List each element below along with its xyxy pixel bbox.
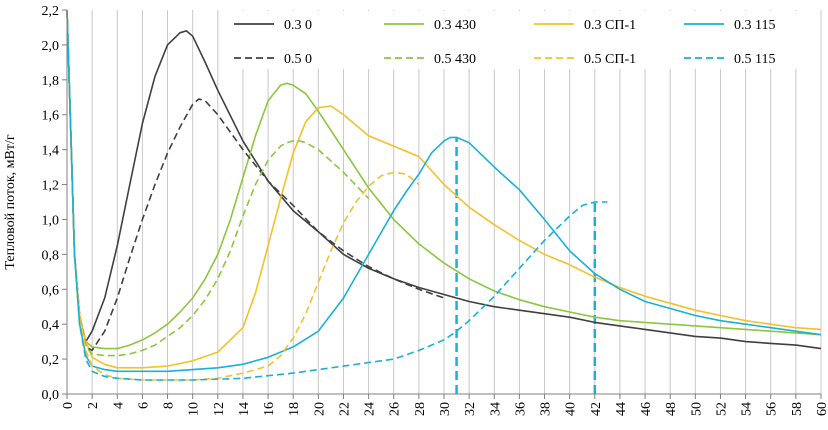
x-tick-label-58: 58 [790,402,805,416]
legend-label-7: 0.5 115 [734,52,775,67]
y-tick-label-4: 0,8 [42,248,60,263]
legend-label-5: 0.5 430 [434,52,476,67]
legend-label-3: 0.3 115 [734,18,775,33]
x-tick-label-56: 56 [765,402,780,416]
x-tick-label-46: 46 [639,402,654,416]
legend-background [228,11,820,69]
series-line-4 [66,9,445,352]
x-tick-label-12: 12 [212,402,227,416]
x-tick-label-0: 0 [61,402,76,409]
y-tick-label-6: 1,2 [42,179,60,194]
x-tick-label-30: 30 [438,402,453,416]
y-tick-label-1: 0,2 [42,353,60,368]
series-line-1 [66,9,822,350]
y-tick-label-7: 1,4 [42,144,60,159]
legend-label-6: 0.5 СП-1 [584,52,636,67]
x-tick-label-22: 22 [337,402,352,416]
x-tick-label-44: 44 [614,402,629,416]
x-tick-label-2: 2 [86,402,101,409]
series-line-6 [66,9,420,381]
peak-markers [455,137,597,394]
x-tick-label-8: 8 [162,402,177,409]
x-tick-label-26: 26 [388,402,403,416]
x-tick-label-10: 10 [187,402,202,416]
y-axis-label: Тепловой поток, мВт/г [3,134,18,269]
x-tick-label-42: 42 [589,402,604,416]
legend-label-4: 0.5 0 [284,52,312,67]
axes: 0 2 4 6 8 10 12 14 16 18 20 22 24 26 28 30 32 34 36 38 40 42 4… [42,4,828,416]
x-tick-label-40: 40 [564,402,579,416]
series-line-5 [66,9,370,357]
x-tick-label-14: 14 [237,402,252,416]
x-tick-label-18: 18 [287,402,302,416]
series-line-2 [66,9,822,369]
x-tick-label-20: 20 [312,402,327,416]
x-tick-label-38: 38 [539,402,554,416]
x-tick-label-24: 24 [363,402,378,416]
x-tick-label-4: 4 [111,402,126,409]
x-tick-label-52: 52 [714,402,729,416]
y-tick-label-3: 0,6 [42,283,60,298]
series-lines [66,9,822,381]
series-line-3 [66,9,822,373]
x-tick-label-34: 34 [488,402,503,416]
x-tick-label-54: 54 [740,402,755,416]
y-tick-label-11: 2,2 [42,4,60,19]
series-line-0 [66,9,822,350]
y-tick-label-8: 1,6 [42,109,60,124]
y-tick-label-2: 0,4 [42,318,60,333]
legend: 0.3 0 0.3 430 0.3 СП-1 0.3 115 0.5 0 0.5 430 0… [228,11,820,69]
x-tick-label-36: 36 [513,402,528,416]
x-tick-label-60: 60 [815,402,828,416]
legend-label-0: 0.3 0 [284,18,312,33]
y-tick-label-0: 0,0 [42,388,60,403]
x-tick-label-28: 28 [413,402,428,416]
y-tick-label-9: 1,8 [42,74,60,89]
y-tick-label-5: 1,0 [42,213,60,228]
legend-label-2: 0.3 СП-1 [584,18,636,33]
x-tick-label-32: 32 [463,402,478,416]
x-tick-label-50: 50 [689,402,704,416]
y-tick-label-10: 2,0 [42,39,60,54]
x-tick-label-48: 48 [664,402,679,416]
legend-label-1: 0.3 430 [434,18,476,33]
x-tick-label-16: 16 [262,402,277,416]
x-tick-label-6: 6 [136,402,151,409]
series-line-7 [66,9,608,381]
